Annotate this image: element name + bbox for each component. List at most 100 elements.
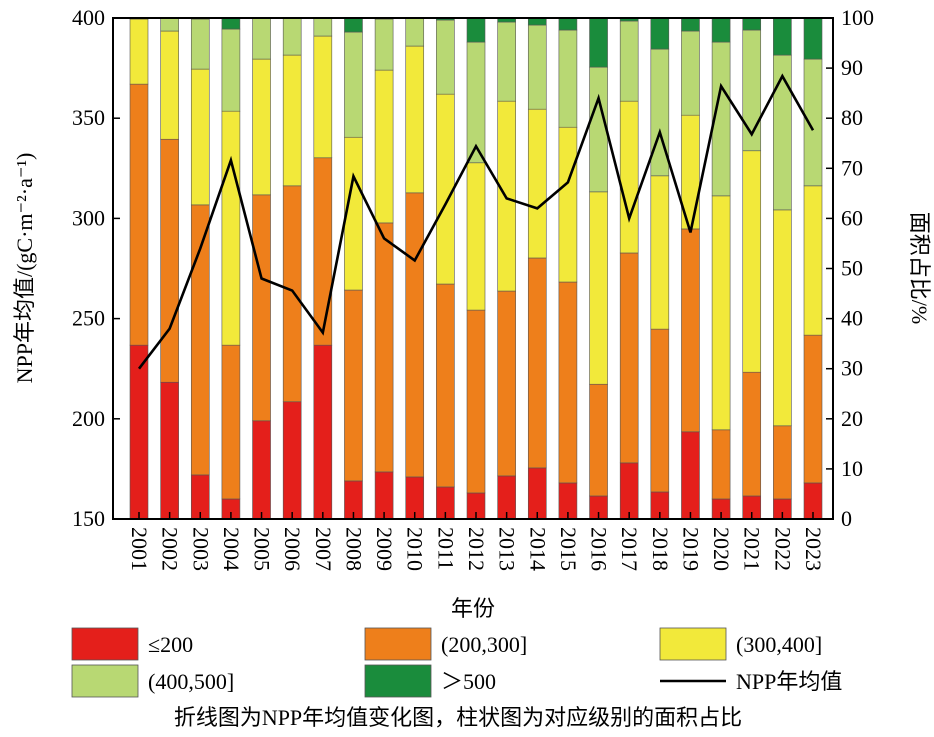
bar-segment-2012-1	[466, 309, 486, 494]
bar-segment-2012-4	[466, 17, 486, 43]
x-tick-label: 2019	[678, 527, 703, 571]
right-tick-label: 90	[841, 55, 863, 80]
legend-swatch	[71, 627, 139, 661]
bar-segment-2002-1	[160, 138, 179, 383]
bar-segment-2006-0	[282, 401, 302, 520]
bar-segment-2004-4	[221, 17, 241, 30]
legend-swatch	[659, 627, 727, 661]
x-tick-label: 2017	[617, 527, 642, 571]
bar-segment-2001-1	[129, 83, 149, 346]
bar-segment-2011-1	[436, 283, 455, 488]
bar-segment-2014-1	[527, 257, 547, 469]
bar-segment-2015-3	[558, 29, 578, 128]
right-tick-label: 80	[841, 105, 863, 130]
legend-label: ≤200	[148, 632, 193, 657]
legend-label: ＞500	[441, 669, 496, 694]
x-tick-label: 2012	[464, 527, 489, 571]
legend-label: (200,300]	[441, 632, 527, 657]
bar-segment-2017-1	[619, 252, 639, 464]
bar-segment-2016-1	[589, 383, 608, 497]
legend-label: (400,500]	[148, 669, 234, 694]
right-tick-label: 10	[841, 456, 863, 481]
bar-segment-2005-2	[252, 58, 271, 196]
bar-segment-2001-2	[129, 18, 149, 85]
bar-segment-2013-1	[497, 290, 516, 477]
bar-segment-2009-0	[374, 471, 394, 520]
bar-segment-2020-1	[711, 429, 731, 500]
left-tick-label: 150	[72, 506, 105, 531]
legend-label: NPP年均值	[736, 669, 842, 694]
bar-segment-2007-2	[313, 35, 333, 159]
right-tick-label: 50	[841, 256, 863, 281]
x-tick-label: 2016	[587, 527, 612, 571]
bar-segment-2017-3	[619, 20, 639, 102]
x-tick-label: 2004	[219, 527, 244, 571]
bar-segment-2018-4	[650, 17, 670, 50]
axes: 2001 2002 2003 2004 2005 2006 2007 2008 2009 2010…	[72, 5, 874, 571]
bar-segment-2019-3	[681, 30, 700, 116]
left-tick-label: 300	[72, 205, 105, 230]
bar-segment-2007-0	[313, 344, 333, 520]
bar-segment-2005-1	[252, 194, 271, 422]
bar-segment-2020-4	[711, 17, 731, 43]
right-tick-label: 30	[841, 356, 863, 381]
bar-segment-2009-3	[374, 18, 394, 71]
bar-segment-2023-3	[803, 58, 823, 187]
bar-segment-2019-4	[681, 17, 700, 32]
bar-segment-2005-3	[252, 17, 271, 60]
bar-segment-2001-0	[129, 344, 149, 520]
bar-segment-2010-1	[405, 192, 425, 478]
bar-segment-2021-2	[742, 150, 762, 373]
bar-segment-2016-4	[589, 17, 608, 68]
bar-segment-2014-0	[527, 467, 547, 520]
x-tick-label: 2006	[280, 527, 305, 571]
bar-segment-2016-2	[589, 191, 608, 385]
bar-segment-2023-1	[803, 334, 823, 484]
x-tick-label: 2007	[311, 527, 336, 571]
legend-swatch	[71, 664, 139, 698]
bar-segment-2008-1	[344, 289, 363, 482]
x-tick-label: 2005	[250, 527, 275, 571]
x-tick-label: 2015	[556, 527, 581, 571]
x-tick-label: 2013	[495, 527, 520, 571]
bar-segment-2006-2	[282, 54, 302, 187]
bar-segment-2022-1	[773, 425, 792, 500]
bar-segment-2017-2	[619, 100, 639, 254]
bar-segment-2006-3	[282, 17, 302, 56]
bar-segment-2011-2	[436, 93, 455, 285]
bar-segment-2008-4	[344, 17, 363, 33]
bar-segment-2022-2	[773, 209, 792, 427]
bar-segment-2009-2	[374, 69, 394, 224]
legend: ≤200 (200,300] (300,400] (400,500] ＞500 NPP年均…	[71, 627, 842, 698]
bar-segment-2014-4	[527, 17, 547, 26]
bar-segment-2022-4	[773, 17, 792, 56]
left-axis-label: NPP年均值/(gC·m⁻²·a⁻¹)	[12, 153, 37, 384]
x-tick-label: 2009	[372, 527, 397, 571]
x-tick-label: 2022	[770, 527, 795, 571]
bar-segment-2017-0	[619, 462, 639, 520]
bar-segment-2020-2	[711, 195, 731, 431]
bar-segment-2021-1	[742, 371, 762, 497]
x-tick-label: 2002	[158, 527, 183, 571]
bar-segment-2006-1	[282, 185, 302, 403]
right-tick-label: 60	[841, 205, 863, 230]
bar-segment-2018-1	[650, 328, 670, 493]
x-tick-label: 2008	[341, 527, 366, 571]
right-axis-label: 面积占比/%	[907, 212, 932, 324]
bar-segment-2018-2	[650, 175, 670, 330]
bar-segment-2002-0	[160, 381, 179, 520]
bar-segment-2015-2	[558, 126, 578, 283]
legend-swatch	[364, 627, 432, 661]
caption: 折线图为NPP年均值变化图，柱状图为对应级别的面积占比	[174, 705, 742, 730]
bars-layer	[129, 17, 823, 520]
legend-swatch	[364, 664, 432, 698]
x-tick-label: 2021	[740, 527, 765, 571]
bar-segment-2010-2	[405, 45, 425, 194]
x-tick-label: 2014	[525, 527, 550, 571]
left-tick-label: 350	[72, 105, 105, 130]
legend-label: (300,400]	[736, 632, 822, 657]
bar-segment-2015-1	[558, 281, 578, 484]
bar-segment-2014-2	[527, 108, 547, 259]
bar-segment-2010-3	[405, 17, 425, 47]
